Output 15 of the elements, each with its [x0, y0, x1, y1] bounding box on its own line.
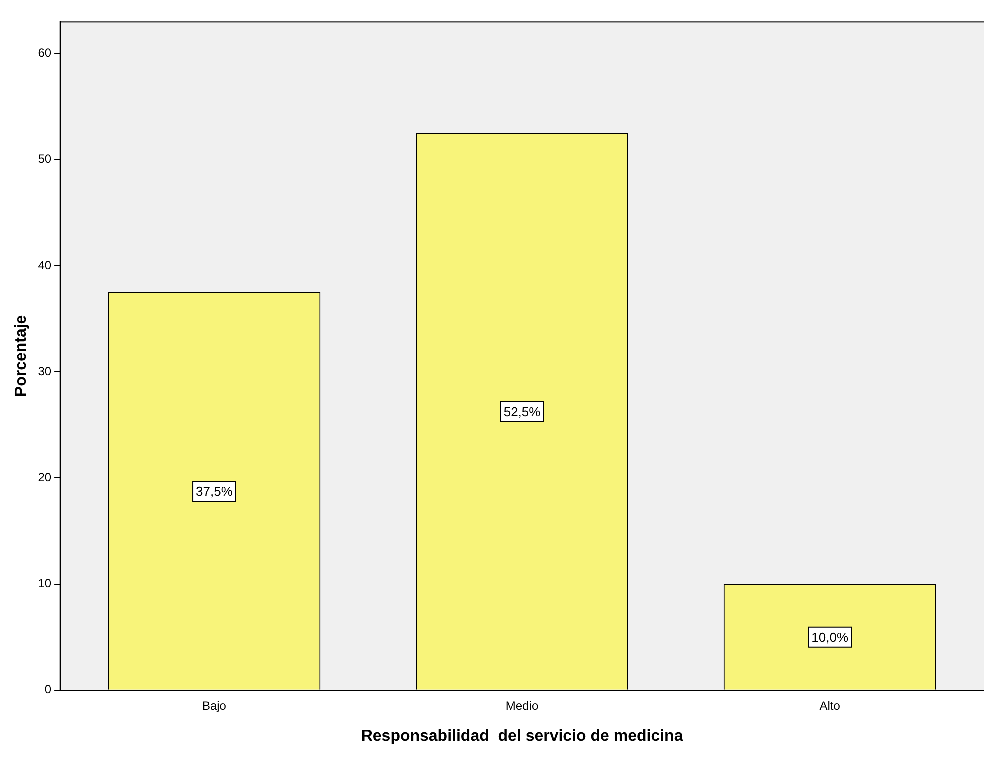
y-axis-title: Porcentaje [13, 315, 30, 398]
data-label: 10,0% [812, 630, 849, 645]
y-tick-label: 10 [38, 576, 52, 591]
data-label: 37,5% [196, 484, 234, 500]
y-tick-label: 20 [38, 470, 52, 485]
x-tick-label: Alto [820, 698, 841, 713]
y-tick-label: 0 [44, 682, 52, 697]
y-tick-label: 50 [38, 152, 52, 166]
x-tick-label: Bajo [202, 698, 227, 713]
y-tick-label: 40 [38, 258, 52, 272]
data-label: 52,5% [504, 404, 542, 420]
x-tick-label: Medio [506, 698, 539, 713]
x-axis-title: Responsabilidad del servicio de medicina [361, 728, 684, 745]
y-tick-label: 30 [38, 364, 52, 378]
y-tick-label: 60 [38, 46, 52, 60]
